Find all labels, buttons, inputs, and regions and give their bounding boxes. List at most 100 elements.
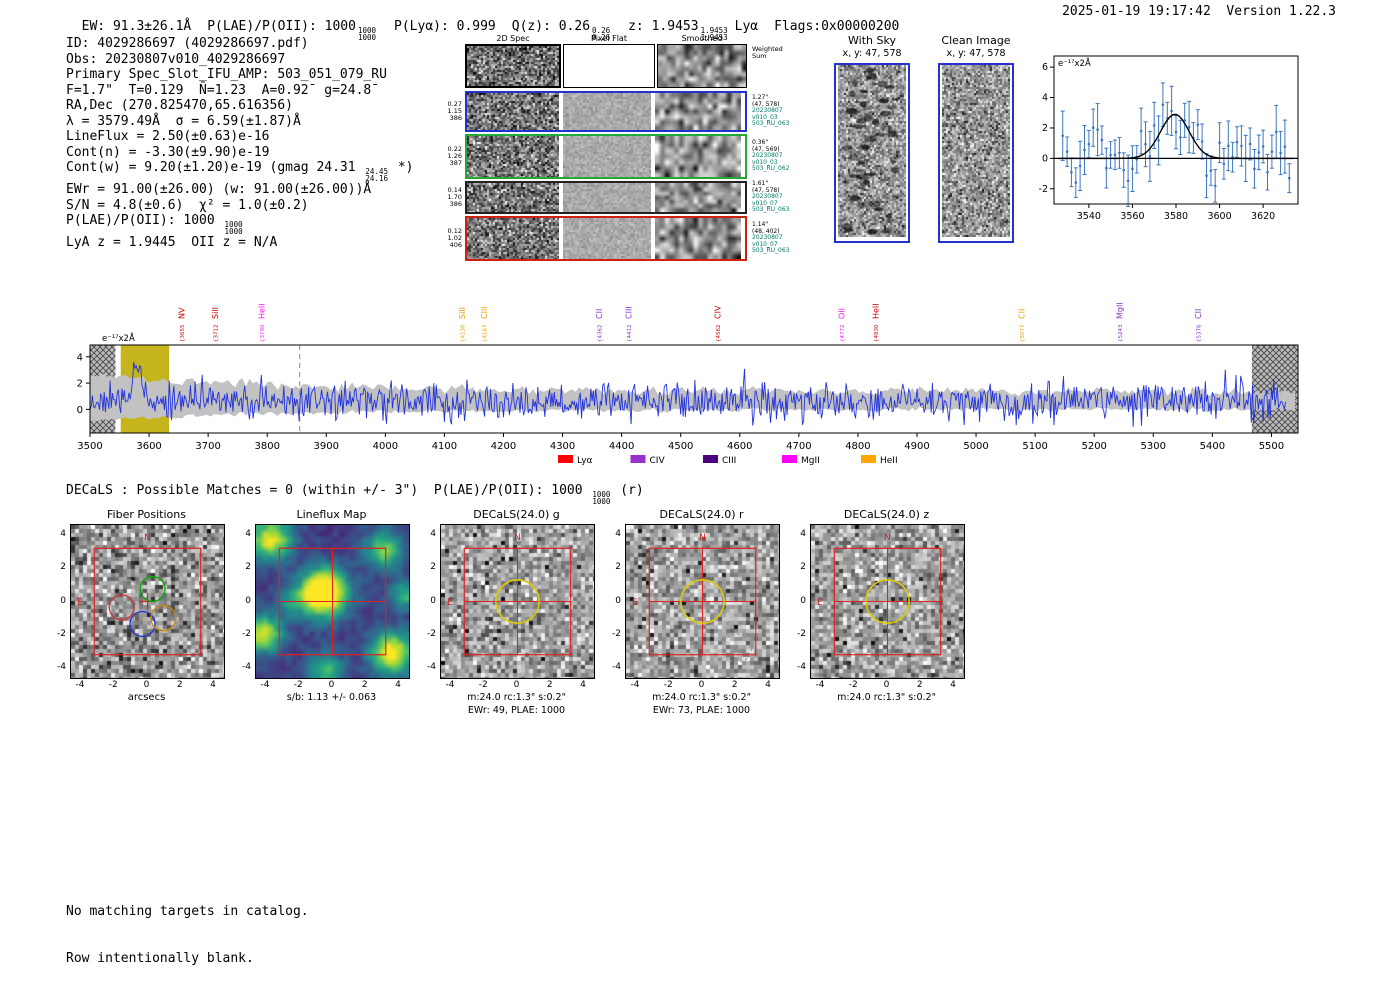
- emission-line-label: SiII: [211, 307, 220, 319]
- target-box: [833, 547, 942, 656]
- y-tick-label: 6: [1042, 62, 1048, 73]
- emission-line-wavelength: {4130: [461, 324, 467, 342]
- x-tick-label: -2: [108, 680, 118, 690]
- detection-info-block: ID: 4029286697 (4029286697.pdf) Obs: 202…: [66, 36, 413, 251]
- fiber-row-values: 0.27 1.15 386: [447, 100, 462, 122]
- emission-line-wavelength: {3790: [260, 324, 266, 342]
- aperture-circle: [680, 579, 725, 624]
- x-tick-label: 0: [883, 680, 890, 690]
- compass-north: N: [514, 533, 521, 543]
- fiber-row-cutouts: [465, 91, 747, 132]
- x-tick-label: 4: [580, 680, 586, 690]
- info-plae: P(LAE)/P(OII): 1000 1000 1000: [66, 213, 243, 236]
- emission-line-label: CIII: [625, 306, 634, 319]
- legend-swatch: [703, 455, 718, 463]
- with-sky-panel: With Sky x, y: 47, 578: [822, 34, 922, 243]
- x-tick-label: 0: [513, 680, 520, 690]
- fiber-row-cutouts: [465, 216, 747, 261]
- emission-line-wavelength: {3712: [214, 325, 220, 343]
- emission-line-wavelength: {5077: [1020, 324, 1026, 342]
- x-tick-label: -4: [815, 680, 825, 690]
- fiber-circle: [113, 579, 140, 606]
- x-tick-label: 4600: [727, 441, 752, 452]
- y-tick-label: -4: [57, 662, 66, 673]
- x-tick-label: 3500: [77, 441, 102, 452]
- compass-east: E: [77, 598, 83, 608]
- lineflux-map-panel: Lineflux Map -4 -2 0 2 4 -4 -2 0 2 4 s/b: 1.13 +…: [229, 508, 434, 723]
- svg-text:{5376: {5376: [1197, 324, 1203, 342]
- compass-east: E: [447, 598, 453, 608]
- emission-line-label: CII: [1018, 309, 1027, 319]
- y-tick-label: -4: [612, 662, 621, 673]
- svg-text:MgII: MgII: [1116, 302, 1125, 319]
- x-tick-label: 3620: [1251, 211, 1275, 222]
- info-ewr: EWr = 91.00(±26.00) (w: 91.00(±26.00))Å: [66, 182, 372, 197]
- decals-match-header: DECaLS : Possible Matches = 0 (within +/…: [66, 483, 644, 506]
- spectrum-line: [89, 361, 1287, 427]
- clean-image: [938, 63, 1014, 243]
- fiber-row-values: 0.14 1.70 386: [447, 186, 462, 208]
- with-sky-coords: x, y: 47, 578: [842, 48, 902, 59]
- svg-text:SiII: SiII: [211, 307, 220, 319]
- y-tick-label: -4: [427, 662, 436, 673]
- x-tick-label: -4: [445, 680, 455, 690]
- ewr-plae-caption: EWr: 73, PLAE: 1000: [652, 705, 751, 716]
- compass-north: N: [699, 533, 706, 543]
- legend-swatch: [630, 455, 646, 463]
- emission-line-wavelength: {4362: [598, 325, 604, 343]
- clean-image-panel: Clean Image x, y: 47, 578: [926, 34, 1026, 243]
- x-axis-ticks: -4 -2 0 2 4: [44, 680, 249, 690]
- emission-line-wavelength: {5243: [1118, 324, 1124, 342]
- x-tick-label: 3800: [254, 441, 279, 452]
- svg-text:CII: CII: [1018, 309, 1027, 319]
- emission-line-label: CII: [595, 309, 604, 319]
- legend-swatch: [558, 455, 573, 463]
- emission-line-wavelength: {4830: [874, 324, 880, 342]
- y-tick-label: 2: [1042, 123, 1048, 134]
- x-tick-label: 4: [950, 680, 956, 690]
- aperture-circle: [495, 579, 540, 624]
- info-redshifts: LyA z = 1.9445 OII z = N/A: [66, 235, 278, 250]
- x-tick-label: 4200: [491, 441, 516, 452]
- info-lineflux: LineFlux = 2.50(±0.63)e-16: [66, 129, 270, 144]
- x-tick-label: 5400: [1200, 441, 1225, 452]
- y-tick-label: 4: [60, 528, 66, 539]
- fiber-row-cutouts: [465, 134, 747, 179]
- panel-title: DECaLS(24.0) r: [659, 508, 744, 521]
- x-tick-label: -2: [663, 680, 673, 690]
- emission-line-label: HeII: [257, 303, 266, 319]
- x-tick-label: 5000: [963, 441, 988, 452]
- fiber-circle: [129, 610, 156, 638]
- qz-stack: 0.26 0.26: [592, 26, 611, 42]
- y-tick-label: 4: [1042, 93, 1048, 104]
- col-header-smoothed: Smoothed: [681, 34, 723, 43]
- y-axis-ticks: -4 -2 0 2 4: [44, 508, 66, 683]
- x-tick-label: 3700: [195, 441, 220, 452]
- x-tick-label: 0: [143, 680, 150, 690]
- y-tick-label: 0: [430, 595, 436, 606]
- x-tick-label: 2: [916, 680, 923, 690]
- legend-swatch: [861, 455, 876, 463]
- x-tick-label: 5200: [1081, 441, 1106, 452]
- svg-text:HeII: HeII: [257, 303, 266, 319]
- x-axis-ticks: -4 -2 0 2 4: [229, 680, 434, 690]
- y-tick-label: 2: [430, 562, 436, 573]
- info-sn-chi2: S/N = 4.8(±0.6) χ² = 1.0(±0.2): [66, 197, 309, 213]
- qz-value: Q(z): 0.26 0.26 0.26: [511, 19, 611, 42]
- clean-image-coords: x, y: 47, 578: [946, 48, 1006, 59]
- compass-north: N: [144, 533, 151, 543]
- with-sky-image: [834, 63, 910, 243]
- weighted-sum-label: Weighted Sum: [752, 45, 783, 60]
- x-tick-label: 2: [361, 680, 368, 690]
- y-tick-label: 2: [615, 562, 621, 573]
- y-tick-label: 2: [245, 562, 251, 573]
- error-envelope: [90, 373, 1295, 422]
- y-axis-ticks: -4 -2 0 2 4: [229, 508, 251, 683]
- clean-image-title: Clean Image: [941, 34, 1011, 47]
- x-tick-label: 2: [546, 680, 553, 690]
- weighted-pixelflat-cutout: [563, 44, 655, 88]
- x-tick-label: 2: [176, 680, 183, 690]
